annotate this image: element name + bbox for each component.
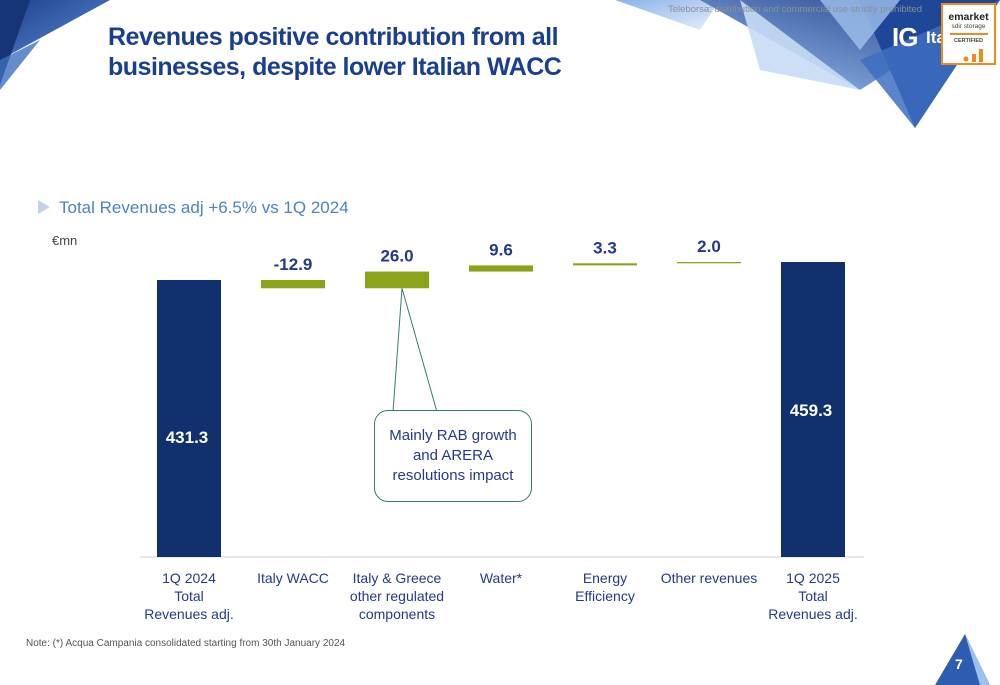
bottom-right-triangle [935, 634, 990, 685]
confidential-notice: Teleborsa: distribution and commercial u… [668, 4, 922, 15]
chart-bars [157, 262, 845, 557]
category-label-line: Total [174, 588, 204, 604]
callout-pointer [392, 288, 438, 413]
category-label-line: 1Q 2025 [786, 570, 840, 586]
callout-pointer-shape [392, 288, 438, 413]
slide-title-line1: Revenues positive contribution from all [108, 23, 559, 51]
chart-value-labels: 431.3 -12.9 26.0 9.6 3.3 2.0 459.3 [166, 237, 833, 447]
emarket-storage-badge: emarket sdir storage CERTIFIED [941, 3, 996, 65]
page-number: 7 [955, 656, 963, 672]
value-label-4: 3.3 [593, 238, 617, 257]
chart-category-labels: 1Q 2024 Total Revenues adj. Italy WACC Italy… [144, 570, 858, 622]
footnote: Note: (*) Acqua Campania consolidated st… [26, 638, 346, 649]
category-label-line: Italy & Greece [353, 570, 442, 586]
slide-title: Revenues positive contribution from all … [108, 22, 628, 82]
bar-5 [677, 262, 741, 264]
bar-4 [573, 263, 637, 266]
category-label-line: Other revenues [661, 570, 758, 586]
category-label-6: 1Q 2025 Total Revenues adj. [768, 570, 858, 622]
category-label-0: 1Q 2024 Total Revenues adj. [144, 570, 234, 622]
chart-unit-label: €mn [52, 233, 78, 248]
category-label-5: Other revenues [661, 570, 758, 586]
category-label-line: Italy WACC [257, 570, 329, 586]
category-label-line: 1Q 2024 [162, 570, 216, 586]
category-label-4: Energy Efficiency [575, 570, 635, 604]
category-label-1: Italy WACC [257, 570, 329, 586]
category-label-line: Revenues adj. [768, 606, 858, 622]
company-logo-suffix: Ita [926, 28, 946, 47]
bar-0 [157, 279, 221, 557]
category-label-line: Total [798, 588, 828, 604]
rab-growth-callout: Mainly RAB growth and ARERA resolutions … [374, 410, 532, 502]
bar-6 [781, 262, 845, 557]
value-label-0: 431.3 [166, 428, 209, 447]
arrow-right-icon [38, 200, 50, 214]
value-label-5: 2.0 [697, 237, 721, 256]
category-label-line: Water* [480, 570, 523, 586]
company-logo: IG [892, 22, 918, 52]
value-label-2: 26.0 [380, 247, 413, 266]
badge-line2: sdir storage [951, 23, 986, 30]
bar-3 [469, 265, 533, 272]
value-label-6: 459.3 [790, 401, 833, 420]
chart-subtitle-text: Total Revenues adj +6.5% vs 1Q 2024 [59, 198, 349, 217]
category-label-line: Energy [583, 570, 627, 586]
badge-line1: emarket [948, 11, 989, 23]
category-label-2: Italy & Greece other regulated components [350, 570, 444, 622]
bar-2 [365, 271, 429, 289]
slide-title-line2: businesses, despite lower Italian WACC [108, 53, 562, 81]
category-label-line: Revenues adj. [144, 606, 234, 622]
badge-divider [950, 33, 988, 35]
bar-1 [261, 279, 325, 289]
value-label-1: -12.9 [274, 255, 313, 274]
badge-line3: CERTIFIED [953, 38, 984, 44]
value-label-3: 9.6 [489, 240, 513, 259]
top-left-triangles [0, 0, 110, 90]
category-label-line: other regulated [350, 588, 444, 604]
category-label-line: components [359, 606, 435, 622]
category-label-3: Water* [480, 570, 523, 586]
badge-signal-icon [963, 49, 983, 62]
chart-subtitle: Total Revenues adj +6.5% vs 1Q 2024 [38, 198, 349, 218]
category-label-line: Efficiency [575, 588, 635, 604]
